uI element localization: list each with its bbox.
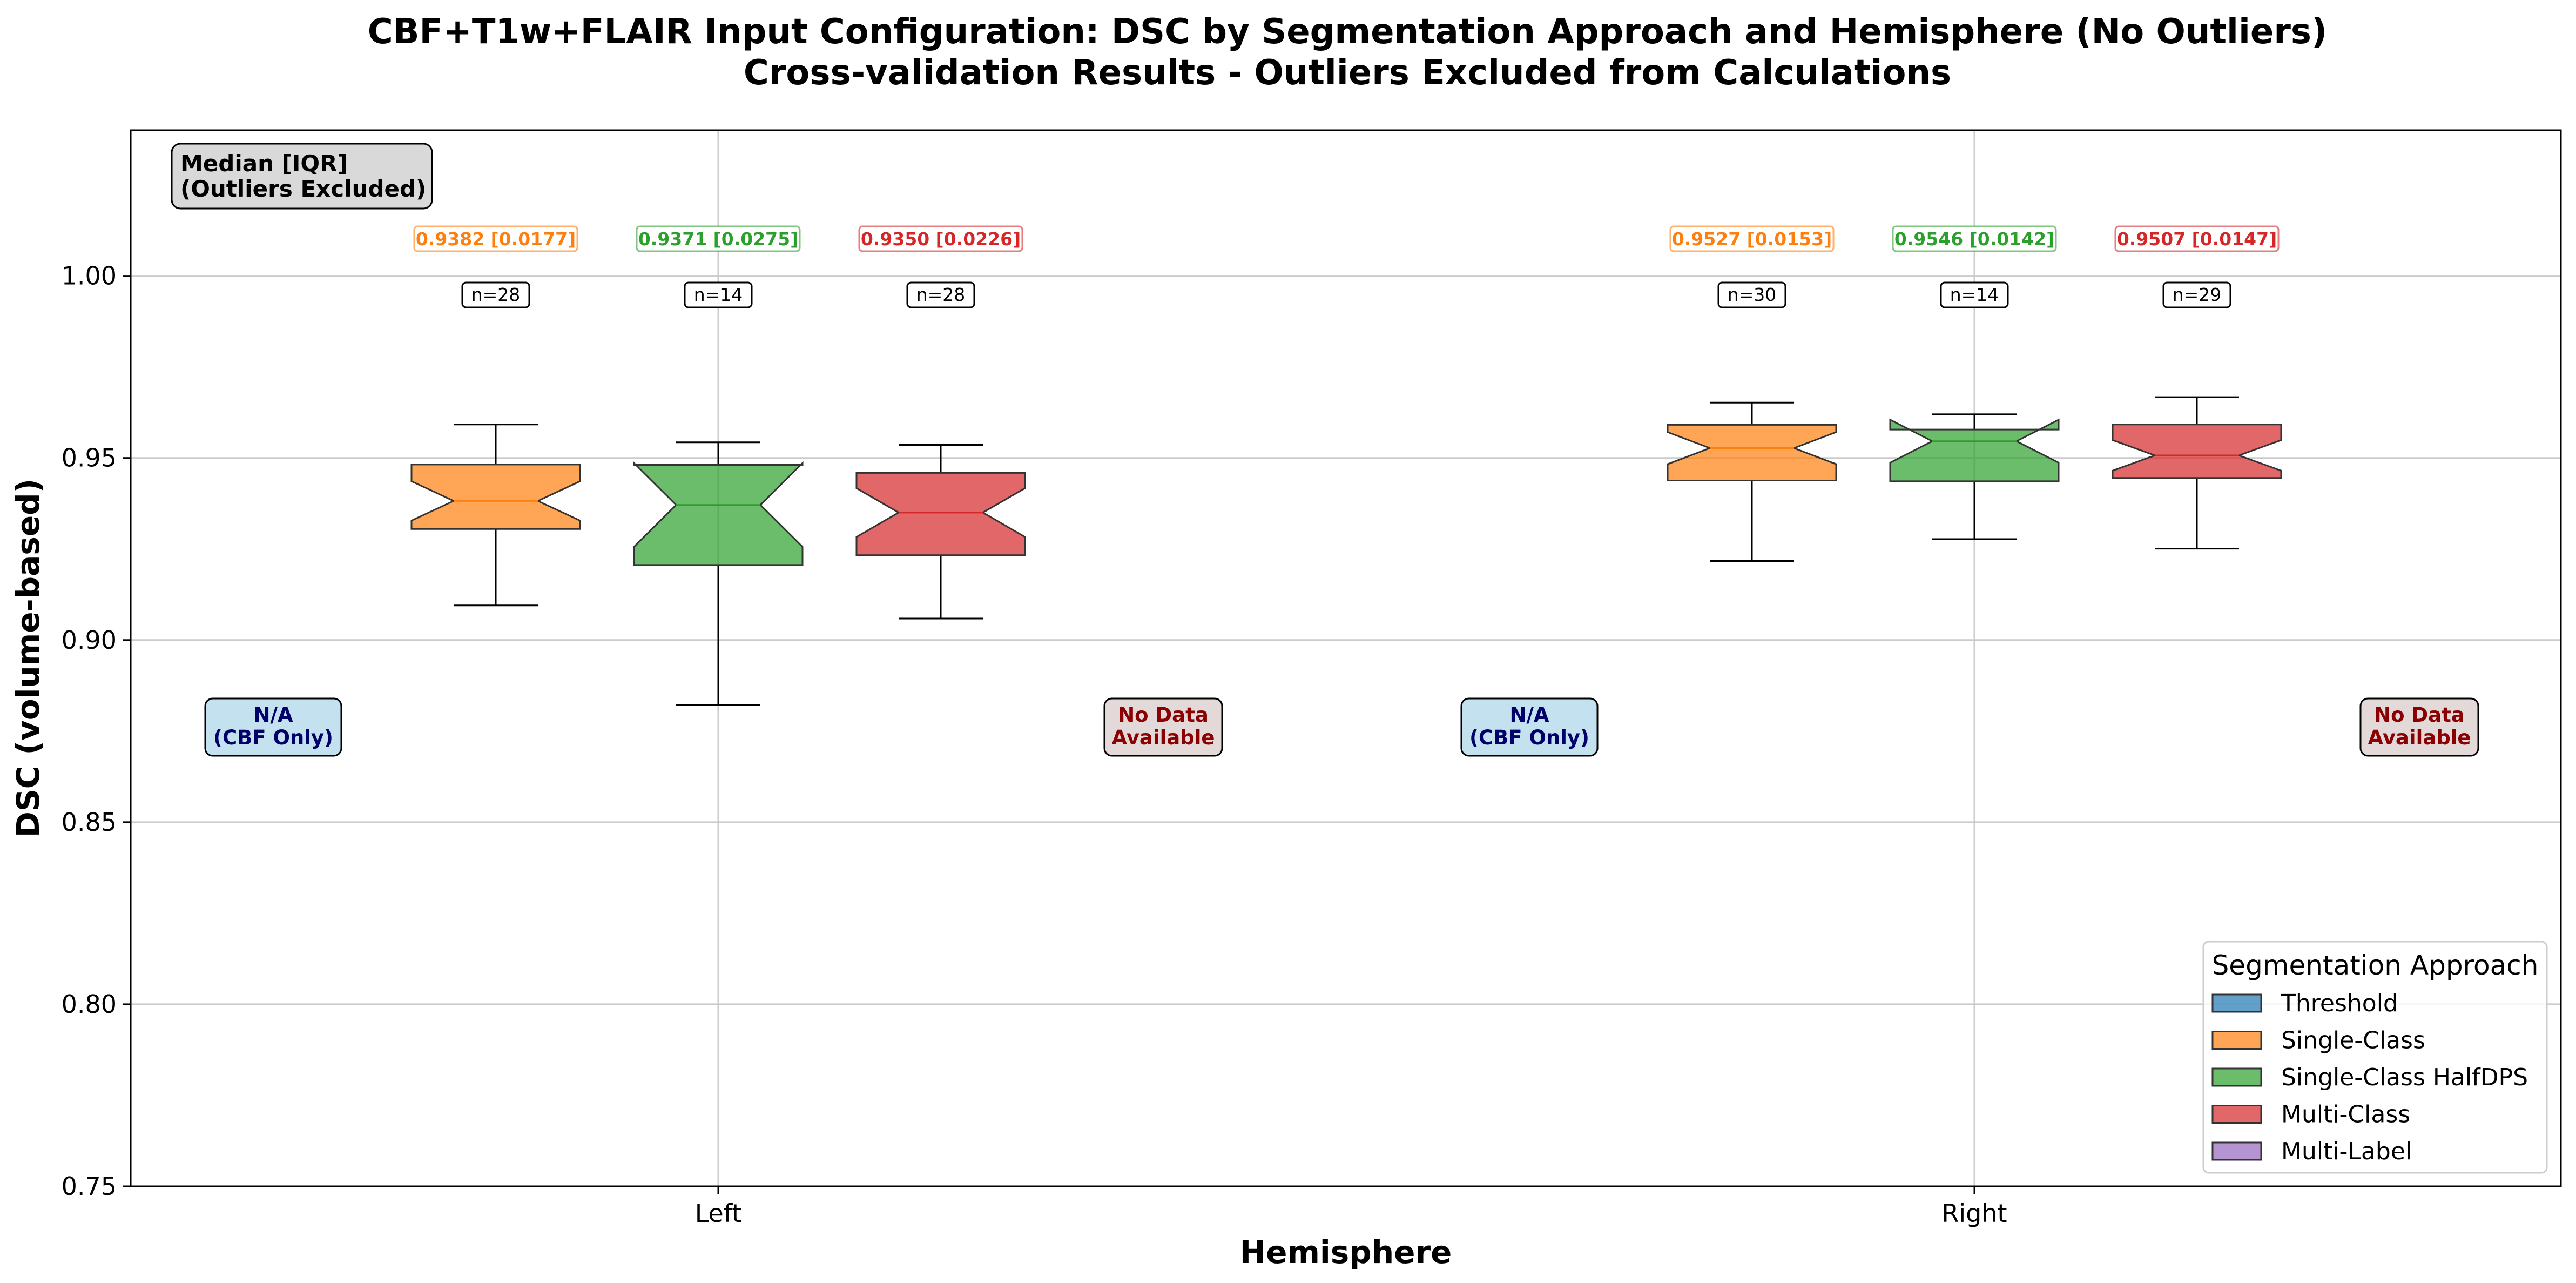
n-label: n=28 [471, 284, 521, 305]
stat-label-box [413, 225, 578, 252]
n-label: n=14 [1950, 284, 1999, 305]
n-label-box [1940, 281, 2009, 308]
n-label-box [906, 281, 975, 308]
y-axis-ticks: 0.75 0.80 0.85 0.90 0.95 1.00 [62, 261, 131, 1201]
placeholder-box [2359, 697, 2479, 757]
box-annotations: 0.9382 [0.0177] n=28 0.9371 [0.0275] n=14 0.… [413, 225, 2280, 308]
n-label-box [2162, 281, 2231, 308]
placeholder-text: (CBF Only) [1469, 726, 1589, 749]
notched-box [410, 464, 581, 530]
y-tick-label: 1.00 [62, 261, 117, 291]
n-label: n=30 [1728, 284, 1777, 305]
placeholder-text: No Data [2374, 703, 2465, 727]
stat-label: 0.9382 [0.0177] [416, 229, 576, 250]
n-label-box [1717, 281, 1786, 308]
notched-box [855, 472, 1026, 556]
y-tick-label: 0.95 [62, 444, 117, 473]
placeholder-text: (CBF Only) [213, 726, 333, 749]
legend-entry-label: Multi-Label [2281, 1138, 2412, 1165]
placeholder-box [204, 697, 342, 757]
placeholder-text: N/A [253, 703, 293, 727]
legend-swatch [2211, 993, 2262, 1013]
stat-label: 0.9371 [0.0275] [638, 229, 798, 250]
placeholder-text: No Data [1118, 703, 1209, 727]
notched-box [633, 461, 804, 566]
legend-items: Threshold Single-Class Single-Class HalfDP… [2211, 990, 2528, 1165]
notched-box [1667, 424, 1837, 481]
placeholder-text: Available [1112, 726, 1215, 749]
corner-annotation: Median [IQR] (Outliers Excluded) [171, 143, 433, 210]
n-label: n=28 [916, 284, 966, 305]
stat-label: 0.9527 [0.0153] [1672, 229, 1832, 250]
y-tick-label: 0.85 [62, 808, 117, 837]
notched-box [1889, 418, 2060, 482]
stat-label: 0.9546 [0.0142] [1894, 229, 2054, 250]
plot-area-frame [130, 129, 2562, 1187]
stat-label-box [858, 225, 1023, 252]
placeholder-box [1460, 697, 1599, 757]
corner-annotation-line-1: Median [IQR] [180, 150, 348, 177]
n-label-box [684, 281, 753, 308]
corner-annotation-box [171, 143, 433, 210]
legend-entry-label: Single-Class [2281, 1027, 2425, 1054]
chart-title: CBF+T1w+FLAIR Input Configuration: DSC b… [368, 12, 2327, 52]
n-label-box [461, 281, 530, 308]
placeholder-text: Available [2368, 726, 2471, 749]
x-axis-label: Hemisphere [1240, 1234, 1452, 1271]
stat-label-box [2114, 225, 2280, 252]
notched-box [2112, 424, 2282, 479]
y-tick-label: 0.75 [62, 1172, 117, 1201]
x-tick-label: Left [695, 1199, 742, 1228]
y-tick-label: 0.90 [62, 626, 117, 655]
y-axis-label: DSC (volume-based) [10, 479, 46, 837]
legend-swatch [2211, 1141, 2262, 1161]
chart-subtitle: Cross-validation Results - Outliers Excl… [744, 53, 1951, 93]
stat-label-box [1669, 225, 1835, 252]
corner-annotation-line-2: (Outliers Excluded) [180, 176, 426, 202]
legend-title: Segmentation Approach [2212, 950, 2539, 981]
stat-label: 0.9350 [0.0226] [861, 229, 1021, 250]
stat-label-box [636, 225, 801, 252]
legend-frame [2202, 941, 2548, 1174]
y-tick-label: 0.80 [62, 990, 117, 1019]
legend-entry-label: Multi-Class [2281, 1101, 2410, 1128]
legend-entry-label: Single-Class HalfDPS [2281, 1064, 2528, 1091]
legend: Segmentation Approach Threshold Single-Cl… [2202, 941, 2548, 1174]
n-label: n=14 [694, 284, 743, 305]
placeholder-text: N/A [1509, 703, 1549, 727]
x-axis-ticks: Left Right [695, 1186, 2007, 1228]
legend-swatch [2211, 1031, 2262, 1050]
x-tick-label: Right [1941, 1199, 2007, 1228]
n-label: n=29 [2173, 284, 2222, 305]
legend-entry-label: Threshold [2281, 990, 2398, 1017]
box-layer [410, 396, 2282, 706]
legend-swatch [2211, 1105, 2262, 1124]
stat-label-box [1892, 225, 2057, 252]
legend-swatch [2211, 1067, 2262, 1087]
stat-label: 0.9507 [0.0147] [2117, 229, 2277, 250]
placeholder-box [1103, 697, 1223, 757]
